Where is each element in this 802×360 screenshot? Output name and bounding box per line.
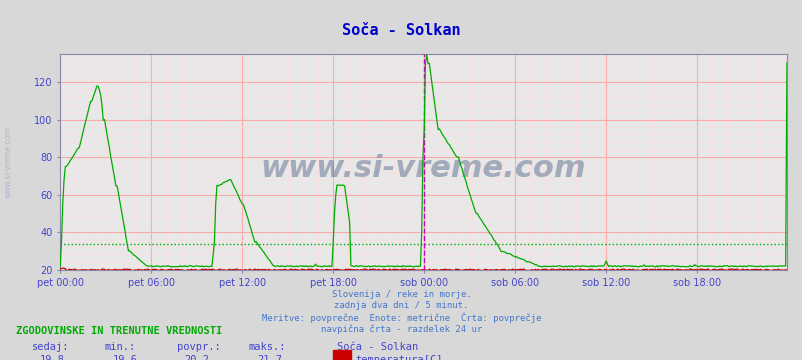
Text: Slovenija / reke in morje.: Slovenija / reke in morje.: [331, 290, 471, 299]
Text: Meritve: povprečne  Enote: metrične  Črta: povprečje: Meritve: povprečne Enote: metrične Črta:…: [261, 313, 541, 323]
Text: povpr.:: povpr.:: [176, 342, 220, 352]
Text: temperatura[C]: temperatura[C]: [354, 355, 442, 360]
Text: ZGODOVINSKE IN TRENUTNE VREDNOSTI: ZGODOVINSKE IN TRENUTNE VREDNOSTI: [16, 326, 222, 336]
Text: 19,8: 19,8: [40, 355, 65, 360]
Text: navpična črta - razdelek 24 ur: navpična črta - razdelek 24 ur: [321, 324, 481, 334]
Text: 21,7: 21,7: [257, 355, 282, 360]
Text: www.si-vreme.com: www.si-vreme.com: [4, 126, 13, 198]
Text: Soča - Solkan: Soča - Solkan: [342, 23, 460, 39]
Text: Soča - Solkan: Soča - Solkan: [337, 342, 418, 352]
Text: zadnja dva dni / 5 minut.: zadnja dva dni / 5 minut.: [334, 301, 468, 310]
Text: sedaj:: sedaj:: [32, 342, 70, 352]
Text: 19,6: 19,6: [112, 355, 137, 360]
Text: www.si-vreme.com: www.si-vreme.com: [261, 154, 585, 183]
Text: 20,2: 20,2: [184, 355, 209, 360]
Text: min.:: min.:: [104, 342, 136, 352]
Text: maks.:: maks.:: [249, 342, 286, 352]
